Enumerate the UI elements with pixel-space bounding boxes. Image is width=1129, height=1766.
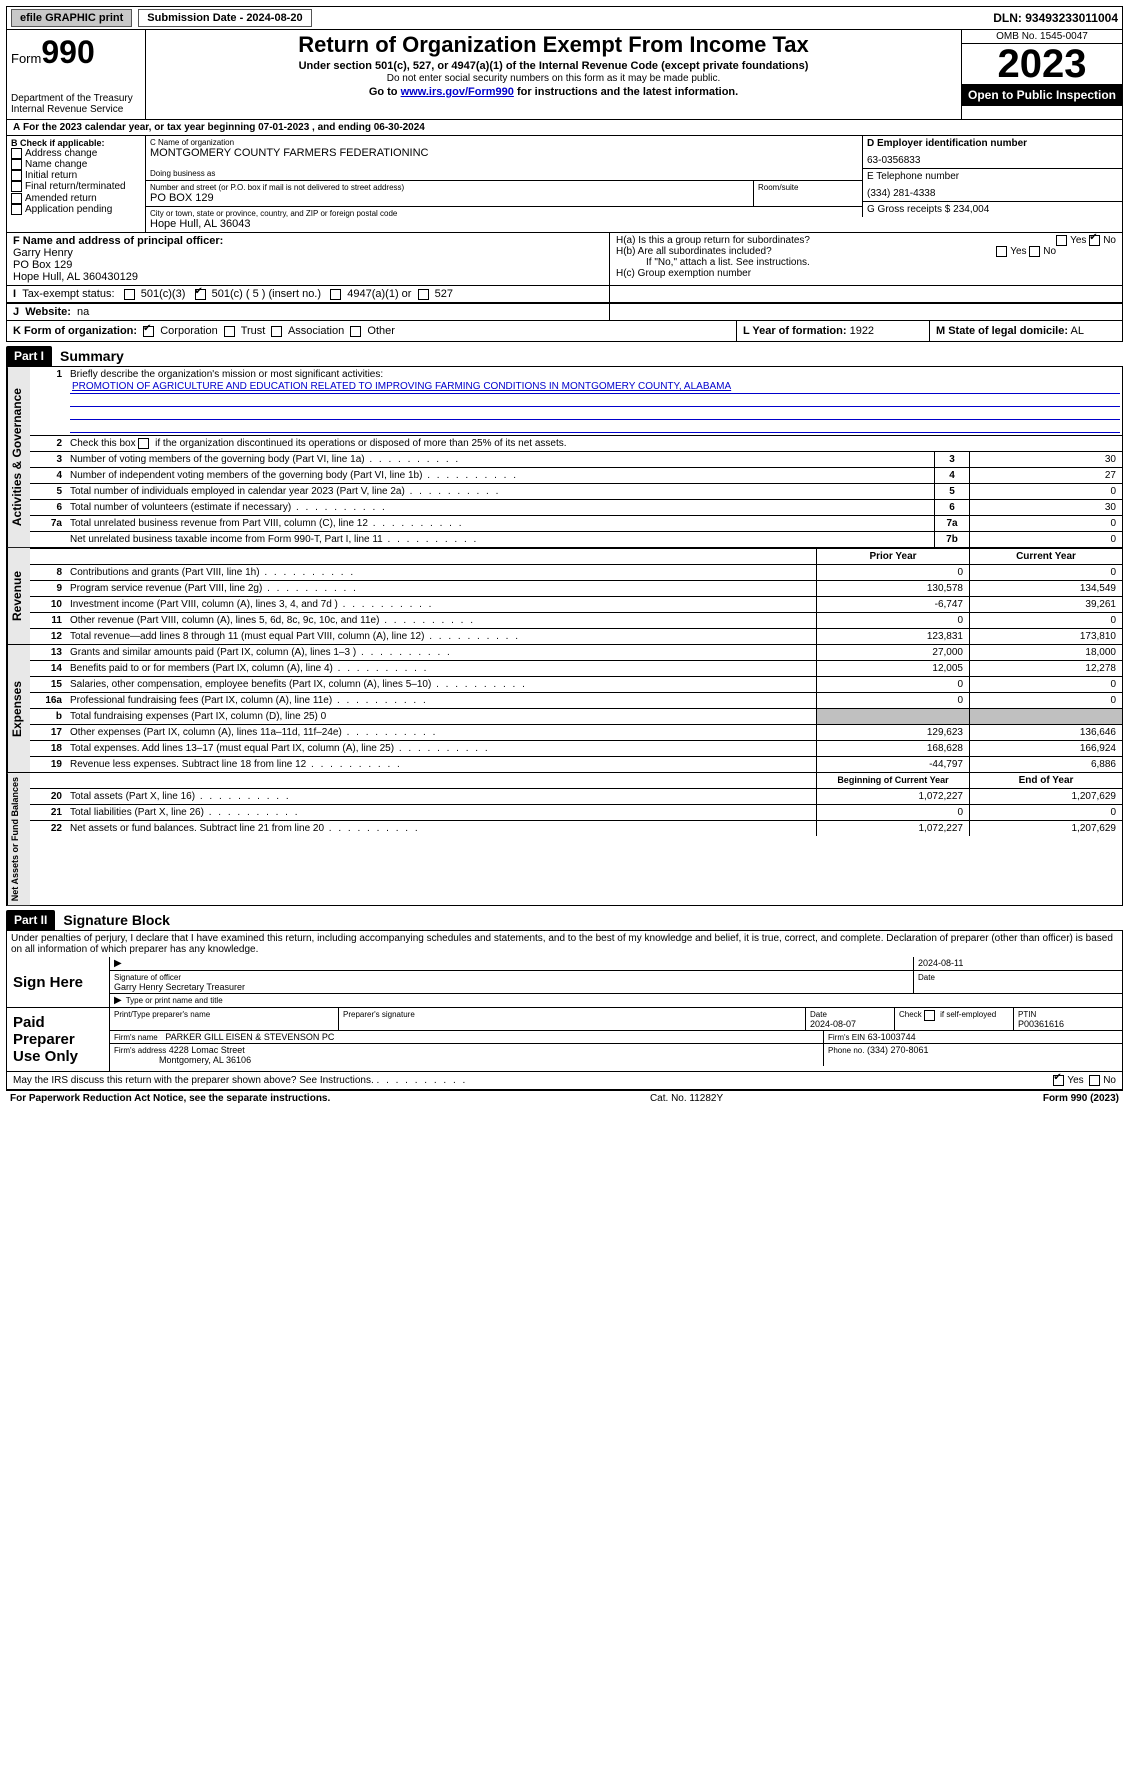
form990-link[interactable]: www.irs.gov/Form990: [401, 86, 514, 98]
page-footer: For Paperwork Reduction Act Notice, see …: [6, 1090, 1123, 1106]
check-4947[interactable]: [330, 289, 341, 300]
firm-addr1: 4228 Lomac Street: [169, 1045, 245, 1055]
vlabel-governance: Activities & Governance: [7, 367, 30, 547]
officer-name: Garry Henry Secretary Treasurer: [114, 982, 245, 992]
sign-date: 2024-08-11: [918, 958, 963, 968]
phone-number: (334) 281-4338: [867, 188, 1118, 199]
check-name-change[interactable]: [11, 159, 22, 170]
dept-treasury: Department of the Treasury: [11, 93, 141, 104]
check-assoc[interactable]: [271, 326, 282, 337]
check-other[interactable]: [350, 326, 361, 337]
firm-ein: 63-1003744: [868, 1032, 916, 1042]
gross-receipts: 234,004: [953, 204, 989, 215]
discuss-yes[interactable]: [1053, 1075, 1064, 1086]
year-formation: 1922: [850, 325, 874, 337]
check-527[interactable]: [418, 289, 429, 300]
box-f-officer: F Name and address of principal officer:…: [7, 233, 609, 285]
h-b-yes[interactable]: [996, 246, 1007, 257]
check-address-change[interactable]: [11, 148, 22, 159]
part-1-header: Part I Summary: [6, 346, 1123, 367]
top-bar: efile GRAPHIC print Submission Date - 20…: [6, 6, 1123, 30]
check-initial-return[interactable]: [11, 170, 22, 181]
firm-phone: (334) 270-8061: [867, 1045, 929, 1055]
paid-preparer-label: Paid Preparer Use Only: [7, 1008, 110, 1071]
mission-text: PROMOTION OF AGRICULTURE AND EDUCATION R…: [70, 380, 1120, 394]
check-self-employed[interactable]: [924, 1010, 935, 1021]
check-501c[interactable]: [195, 289, 206, 300]
h-a-yes[interactable]: [1056, 235, 1067, 246]
h-a-no[interactable]: [1089, 235, 1100, 246]
perjury-statement: Under penalties of perjury, I declare th…: [6, 931, 1123, 957]
box-b-checks: B Check if applicable: Address change Na…: [7, 136, 146, 232]
firm-name: PARKER GILL EISEN & STEVENSON PC: [165, 1032, 334, 1042]
form-header: Form990 Department of the Treasury Inter…: [6, 30, 1123, 120]
state-domicile: AL: [1070, 325, 1083, 337]
website-value: na: [77, 306, 89, 318]
ein: 63-0356833: [867, 155, 1118, 166]
vlabel-expenses: Expenses: [7, 645, 30, 772]
street-address: PO BOX 129: [150, 192, 749, 204]
city-state-zip: Hope Hull, AL 36043: [150, 218, 858, 230]
form-subtitle: Under section 501(c), 527, or 4947(a)(1)…: [154, 60, 953, 72]
form-id: Form990: [11, 34, 141, 71]
check-501c3[interactable]: [124, 289, 135, 300]
box-h-group: H(a) Is this a group return for subordin…: [609, 233, 1122, 285]
tax-period: A For the 2023 calendar year, or tax yea…: [6, 120, 1123, 136]
efile-print-button[interactable]: efile GRAPHIC print: [11, 9, 132, 27]
dln-number: DLN: 93493233011004: [993, 11, 1118, 25]
irs-label: Internal Revenue Service: [11, 104, 141, 115]
box-d-e-g: D Employer identification number 63-0356…: [862, 136, 1122, 232]
check-trust[interactable]: [224, 326, 235, 337]
prep-date: 2024-08-07: [810, 1019, 856, 1029]
check-amended[interactable]: [11, 193, 22, 204]
ssn-warning: Do not enter social security numbers on …: [154, 73, 953, 84]
vlabel-revenue: Revenue: [7, 548, 30, 644]
part-2-header: Part II Signature Block: [6, 910, 1123, 931]
tax-year: 2023: [962, 44, 1122, 84]
open-public-badge: Open to Public Inspection: [962, 84, 1122, 106]
vlabel-netassets: Net Assets or Fund Balances: [7, 773, 30, 905]
h-b-no[interactable]: [1029, 246, 1040, 257]
box-c-org: C Name of organization MONTGOMERY COUNTY…: [146, 136, 862, 232]
check-final-return[interactable]: [11, 181, 22, 192]
discuss-no[interactable]: [1089, 1075, 1100, 1086]
ptin: P00361616: [1018, 1019, 1064, 1029]
goto-line: Go to www.irs.gov/Form990 for instructio…: [154, 86, 953, 98]
check-corp[interactable]: [143, 326, 154, 337]
form-title: Return of Organization Exempt From Incom…: [154, 32, 953, 58]
check-app-pending[interactable]: [11, 204, 22, 215]
submission-date: Submission Date - 2024-08-20: [138, 9, 311, 27]
check-discontinued[interactable]: [138, 438, 149, 449]
sign-here-label: Sign Here: [7, 957, 110, 1007]
org-name: MONTGOMERY COUNTY FARMERS FEDERATIONINC: [150, 147, 858, 159]
